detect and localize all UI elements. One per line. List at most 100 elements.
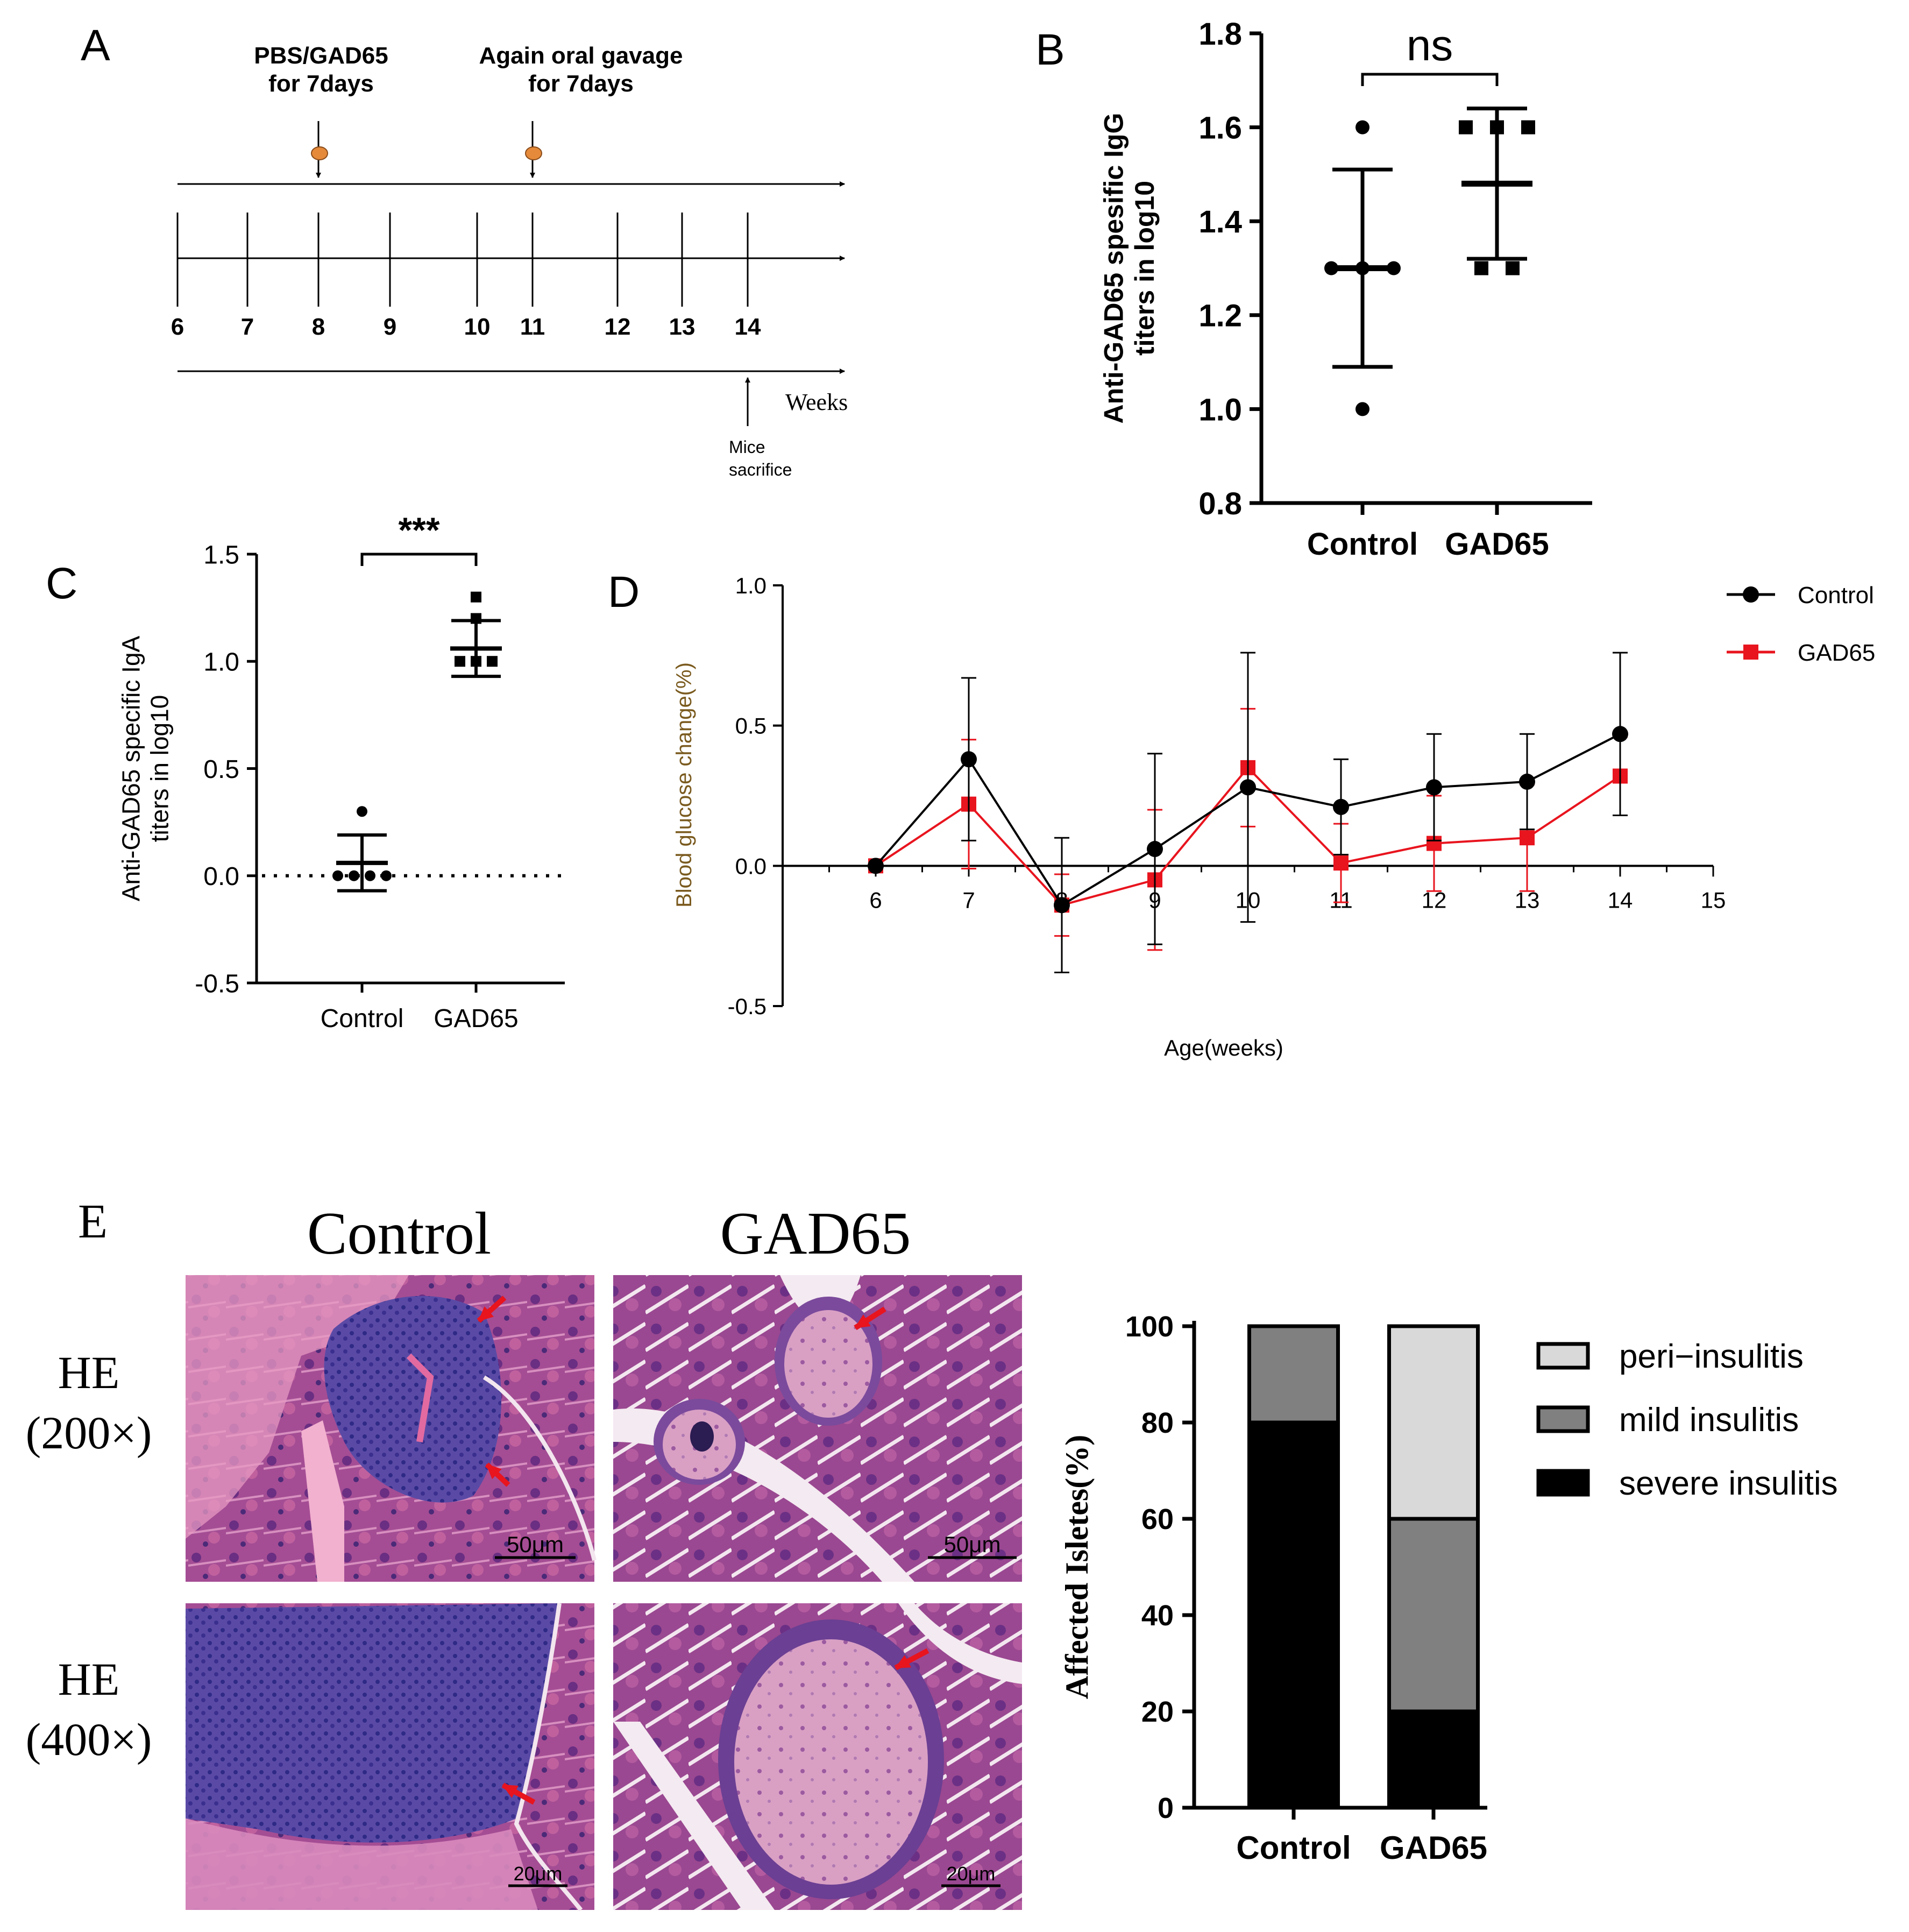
bar-segment-severe-insulitis — [1387, 1709, 1480, 1810]
data-point-gad65 — [1474, 261, 1488, 275]
significance-label: ns — [1407, 21, 1453, 70]
significance-label: *** — [398, 510, 439, 550]
timeline-week-label: 9 — [384, 314, 396, 340]
data-point-control — [1054, 897, 1070, 914]
scale-bar-label: 20μm — [514, 1863, 563, 1885]
legend-swatch — [1536, 1405, 1590, 1433]
data-point-control — [1356, 120, 1369, 135]
data-point-control — [1356, 402, 1369, 416]
y-tick-label: 0.0 — [203, 862, 239, 891]
timeline-unit-label: Weeks — [785, 389, 848, 415]
data-point-gad65 — [1459, 120, 1473, 135]
legend-label: Control — [1798, 582, 1874, 608]
timeline-end-line: sacrifice — [729, 460, 792, 479]
x-tick-label: 7 — [962, 887, 975, 912]
histology-red-arrows — [477, 1296, 929, 1805]
y-tick-label: 0.8 — [1198, 486, 1242, 521]
legend-label: severe insulitis — [1619, 1465, 1838, 1502]
red-arrow — [894, 1648, 929, 1671]
y-tick-label: -0.5 — [728, 994, 767, 1019]
y-axis-title: Blood glucose change(%) — [672, 662, 696, 908]
data-point-gad65 — [455, 656, 465, 667]
y-tick-label: 80 — [1141, 1407, 1174, 1439]
x-tick-label: GAD65 — [1445, 527, 1549, 562]
significance-bracket — [360, 553, 478, 566]
histology-column-headers: Control GAD65 — [307, 1200, 911, 1267]
y-axis-title-line: Anti-GAD65 specific IgA — [117, 635, 145, 901]
significance-bracket — [1361, 73, 1499, 86]
data-point-control — [1333, 798, 1349, 815]
histology-row-labels: HE (200×) HE (400×) — [26, 1347, 152, 1765]
x-tick-label: GAD65 — [434, 1004, 518, 1033]
y-tick-label: 1.6 — [1198, 110, 1242, 145]
legend-swatch — [1536, 1342, 1590, 1370]
timeline-dose-markers — [311, 121, 542, 178]
y-tick-label: 1.0 — [1198, 392, 1242, 427]
timeline-week-label: 11 — [520, 314, 545, 340]
scale-bar-label: 20μm — [947, 1863, 996, 1885]
histology-scale-bars: 50μm 50μm 20μm 20μm — [495, 1532, 1017, 1887]
y-axis-title-line: titers in log10 — [146, 695, 174, 843]
x-tick-label: 6 — [869, 887, 882, 912]
histology-column-header: Control — [307, 1200, 491, 1267]
panel-e-histology: E Control GAD65 HE (200×) HE (400×) — [26, 1195, 1022, 1912]
y-tick-label: 60 — [1141, 1503, 1174, 1535]
data-point-control — [1612, 726, 1628, 742]
legend-marker — [1743, 586, 1759, 603]
data-point-gad65 — [487, 656, 498, 667]
bar-segment-mild-insulitis — [1247, 1324, 1340, 1425]
histology-row-label: HE — [58, 1653, 120, 1705]
micrograph-gad65-200x — [613, 1275, 1022, 1582]
timeline-week-label: 13 — [669, 314, 696, 340]
dose-marker — [525, 146, 542, 160]
micrograph-control-200x — [186, 1275, 597, 1582]
data-point-control — [1240, 779, 1256, 796]
panel-b-igg-scatter: B 0.8 1.0 1.2 1.4 1.6 1.8 Control GAD65 Anti-GAD… — [1035, 17, 1592, 562]
bar-segment-severe-insulitis — [1247, 1420, 1340, 1810]
panel-label-b: B — [1035, 25, 1065, 74]
panel-e-stacked-bar: 0 20 40 60 80 100 Control GAD65 Affected Isletes… — [1059, 1311, 1838, 1866]
bar-segment-peri-insulitis — [1387, 1324, 1480, 1521]
data-point-gad65 — [471, 591, 481, 603]
histology-column-header: GAD65 — [720, 1200, 911, 1267]
y-axis-title: Anti-GAD65 specific IgAtiters in log10 — [117, 635, 174, 901]
x-tick-label: Control — [1307, 527, 1418, 562]
red-arrow — [501, 1782, 536, 1805]
red-arrow — [854, 1306, 886, 1331]
y-tick-label: 1.4 — [1198, 204, 1242, 239]
timeline-event-line: for 7days — [268, 70, 374, 97]
timeline-week-label: 14 — [735, 314, 761, 340]
y-tick-label: 0 — [1158, 1792, 1174, 1824]
micrograph-control-400x — [186, 1603, 594, 1912]
legend-swatch — [1536, 1469, 1590, 1497]
panel-d-glucose-line: D -0.50.00.51.06789101112131415Age(weeks… — [608, 568, 1875, 1060]
x-axis-title: Age(weeks) — [1164, 1035, 1283, 1060]
data-point-control — [365, 870, 375, 881]
panel-label-c: C — [46, 559, 77, 608]
data-point-control — [332, 870, 343, 881]
histology-row-label: HE — [58, 1347, 120, 1398]
legend-label: mild insulitis — [1619, 1402, 1799, 1439]
data-point-gad65 — [1520, 830, 1535, 846]
timeline-event-line: PBS/GAD65 — [254, 43, 388, 69]
dose-marker — [311, 146, 328, 160]
x-tick-label: GAD65 — [1380, 1830, 1487, 1866]
legend-label: peri−insulitis — [1619, 1338, 1804, 1375]
timeline-end-event: Mice sacrifice — [729, 377, 792, 479]
data-point-control — [1147, 841, 1163, 858]
x-tick-label: Control — [1236, 1830, 1351, 1866]
data-point-gad65 — [1521, 120, 1535, 135]
x-tick-label: 14 — [1608, 887, 1633, 912]
timeline-event-line: for 7days — [528, 70, 634, 97]
y-tick-label: 20 — [1141, 1696, 1174, 1728]
red-arrow — [485, 1462, 510, 1487]
timeline-week-label: 8 — [312, 314, 325, 340]
x-tick-label: 15 — [1701, 887, 1726, 912]
y-axis-title: Anti-GAD65 spesific IgGtiters in log10 — [1099, 113, 1160, 424]
y-tick-label: 1.0 — [735, 573, 767, 598]
data-point-control — [868, 858, 884, 874]
